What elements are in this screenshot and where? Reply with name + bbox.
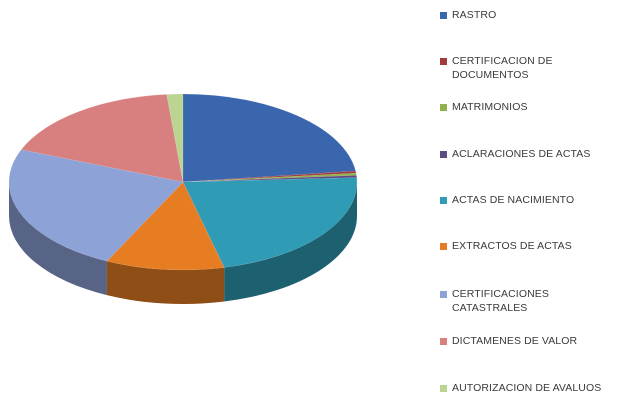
legend-item: DICTAMENES DE VALOR xyxy=(440,334,577,348)
legend-swatch xyxy=(440,104,447,111)
legend-label-line: ACLARACIONES DE ACTAS xyxy=(452,148,591,160)
legend-swatch xyxy=(440,385,447,392)
legend-swatch xyxy=(440,12,447,19)
pie-slice-rastro xyxy=(182,93,356,183)
legend-item: CERTIFICACIONES CATASTRALES xyxy=(440,287,549,315)
pie-side-6 xyxy=(9,182,107,296)
legend-label: MATRIMONIOS xyxy=(452,100,528,114)
pie-slice-extractos-de-actas xyxy=(106,181,225,271)
legend-swatch xyxy=(440,291,447,298)
legend-label-line: CATASTRALES xyxy=(452,302,528,314)
legend-label: EXTRACTOS DE ACTAS xyxy=(452,239,572,253)
legend-swatch xyxy=(440,243,447,250)
pie-slices xyxy=(8,93,358,271)
pie-slice-actas-de-nacimiento xyxy=(182,177,358,268)
legend-label-line: RASTRO xyxy=(452,9,497,21)
chart-legend: RASTRO CERTIFICACION DE DOCUMENTOS MATRIMON… xyxy=(440,0,639,398)
pie-slice-matrimonios xyxy=(182,172,357,183)
legend-label-line: MATRIMONIOS xyxy=(452,101,528,113)
pie-side-4 xyxy=(224,182,357,302)
legend-item: ACTAS DE NACIMIENTO xyxy=(440,193,574,207)
pie-slice-certificacion-de-documentos xyxy=(182,170,357,183)
legend-label-line: EXTRACTOS DE ACTAS xyxy=(452,240,572,252)
legend-item: ACLARACIONES DE ACTAS xyxy=(440,147,590,161)
legend-swatch xyxy=(440,151,447,158)
legend-label-line: DICTAMENES DE VALOR xyxy=(452,335,578,347)
pie-slice-certificaciones-catastrales xyxy=(8,149,184,262)
legend-label-line: AUTORIZACION DE AVALUOS xyxy=(452,382,602,394)
legend-item: EXTRACTOS DE ACTAS xyxy=(440,239,572,253)
legend-swatch xyxy=(440,197,447,204)
pie-slice-autorizacion-de-avaluos xyxy=(166,93,184,183)
legend-label-line: DOCUMENTOS xyxy=(452,69,529,81)
legend-item: CERTIFICACION DE DOCUMENTOS xyxy=(440,54,553,82)
legend-item: MATRIMONIOS xyxy=(440,100,528,114)
legend-label-line: CERTIFICACIONES xyxy=(452,288,549,300)
pie-chart-area xyxy=(8,93,358,304)
legend-item: AUTORIZACION DE AVALUOS xyxy=(440,381,601,395)
legend-label: CERTIFICACIONES CATASTRALES xyxy=(452,287,549,315)
pie-side-5 xyxy=(106,261,225,304)
legend-label-line: CERTIFICACION DE xyxy=(452,55,553,67)
legend-label-line: ACTAS DE NACIMIENTO xyxy=(452,194,575,206)
legend-label: CERTIFICACION DE DOCUMENTOS xyxy=(452,54,553,82)
legend-item: RASTRO xyxy=(440,8,496,22)
legend-swatch xyxy=(440,338,447,345)
legend-label: ACTAS DE NACIMIENTO xyxy=(452,193,574,207)
legend-label: DICTAMENES DE VALOR xyxy=(452,334,577,348)
pie-chart xyxy=(8,93,358,304)
legend-label: ACLARACIONES DE ACTAS xyxy=(452,147,590,161)
pie-slice-aclaraciones-de-actas xyxy=(182,175,358,183)
pie-side-walls xyxy=(9,182,357,304)
pie-slice-dictamenes-de-valor xyxy=(20,94,184,183)
legend-label: RASTRO xyxy=(452,8,496,22)
legend-swatch xyxy=(440,58,447,65)
legend-label: AUTORIZACION DE AVALUOS xyxy=(452,381,601,395)
